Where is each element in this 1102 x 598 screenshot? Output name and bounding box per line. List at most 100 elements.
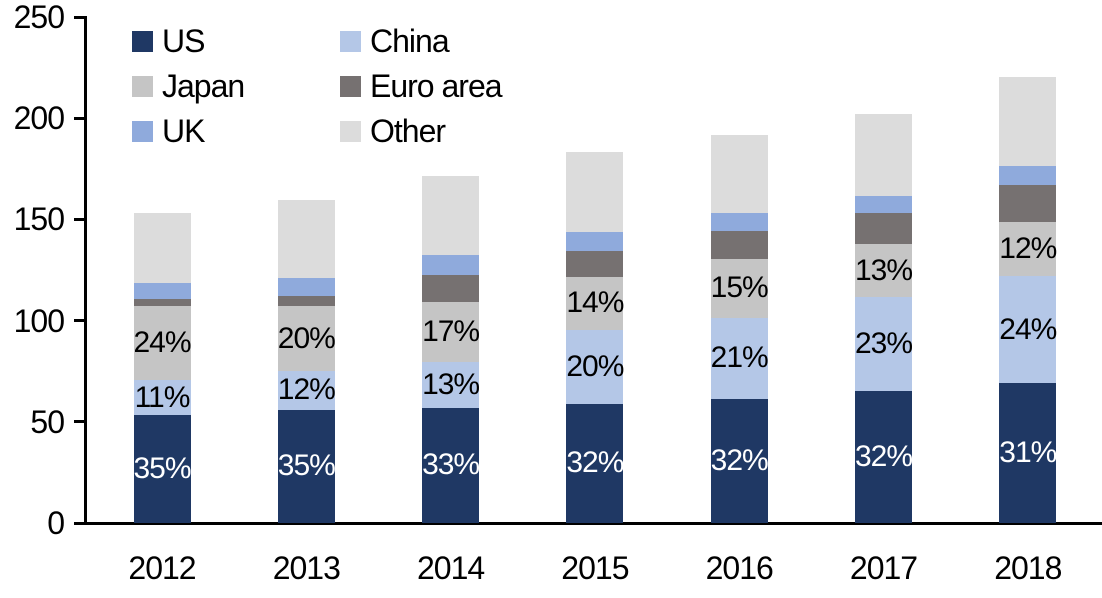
bar-segment-us-2018 xyxy=(999,383,1057,523)
bar-segment-euro-area-2015 xyxy=(566,250,624,278)
y-tick-mark xyxy=(74,217,84,221)
bar-segment-uk-2014 xyxy=(422,254,480,276)
segment-percent-label-us-2012: 35% xyxy=(133,451,191,485)
x-tick-label-2015: 2015 xyxy=(561,550,629,586)
legend-swatch-uk xyxy=(132,120,153,142)
segment-percent-label-china-2014: 13% xyxy=(422,367,480,401)
bar-segment-us-2016 xyxy=(710,398,768,523)
x-tick-label-2012: 2012 xyxy=(128,550,196,586)
bar-segment-us-2017 xyxy=(855,391,912,523)
x-tick-label-2016: 2016 xyxy=(705,550,774,586)
segment-percent-label-china-2012: 11% xyxy=(134,380,191,414)
bar-segment-uk-2018 xyxy=(999,165,1057,185)
bar-segment-japan-2015 xyxy=(566,277,624,330)
y-tick-label: 150 xyxy=(13,201,65,238)
bar-segment-other-2015 xyxy=(566,151,624,232)
segment-percent-label-japan-2012: 24% xyxy=(133,326,191,360)
bar-segment-japan-2012 xyxy=(133,306,191,381)
y-tick-label: 250 xyxy=(13,0,65,35)
legend-label-china: China xyxy=(370,23,450,59)
legend-label-japan: Japan xyxy=(162,68,245,104)
legend-swatch-china xyxy=(340,30,361,52)
bar-segment-us-2013 xyxy=(277,409,335,523)
bar-segment-china-2014 xyxy=(422,362,480,408)
legend-label-other: Other xyxy=(370,113,446,149)
x-tick-label-2013: 2013 xyxy=(272,550,341,586)
y-tick-mark xyxy=(74,521,84,525)
bar-segment-other-2017 xyxy=(855,114,912,197)
y-axis-line xyxy=(84,16,87,525)
bar-segment-china-2015 xyxy=(566,329,624,404)
segment-percent-label-us-2016: 32% xyxy=(710,443,769,477)
legend-item-china: China xyxy=(340,23,450,59)
bar-segment-uk-2012 xyxy=(133,283,191,300)
segment-percent-label-us-2017: 32% xyxy=(854,440,913,474)
legend-item-japan: Japan xyxy=(132,68,245,104)
bar-segment-euro-area-2017 xyxy=(855,213,912,244)
segment-percent-label-us-2014: 33% xyxy=(422,448,480,482)
bar-segment-uk-2013 xyxy=(277,278,335,297)
y-tick-mark xyxy=(74,15,84,19)
bar-segment-china-2016 xyxy=(710,317,768,399)
segment-percent-label-japan-2018: 12% xyxy=(999,232,1057,266)
y-tick-mark xyxy=(74,319,84,323)
bar-segment-other-2018 xyxy=(999,76,1057,166)
legend-swatch-other xyxy=(340,120,361,142)
legend-item-euro-area: Euro area xyxy=(340,68,503,104)
bar-segment-japan-2013 xyxy=(277,306,335,372)
x-tick-label-2017: 2017 xyxy=(849,550,918,586)
segment-percent-label-china-2015: 20% xyxy=(566,349,624,383)
legend-item-other: Other xyxy=(340,113,446,149)
segment-percent-label-china-2016: 21% xyxy=(710,341,769,375)
legend-swatch-us xyxy=(132,30,153,52)
bar-segment-euro-area-2018 xyxy=(999,184,1057,223)
bar-segment-china-2017 xyxy=(855,297,912,392)
segment-percent-label-china-2017: 23% xyxy=(854,327,913,361)
bar-segment-japan-2018 xyxy=(999,222,1057,277)
segment-percent-label-japan-2014: 17% xyxy=(422,315,480,349)
bar-segment-other-2014 xyxy=(422,175,480,255)
y-tick-mark xyxy=(74,116,84,120)
segment-percent-label-us-2018: 31% xyxy=(999,436,1057,470)
segment-percent-label-japan-2015: 14% xyxy=(566,286,624,320)
y-tick-label: 0 xyxy=(47,505,65,541)
bar-segment-other-2013 xyxy=(277,200,335,279)
legend-item-us: US xyxy=(132,23,205,59)
segment-percent-label-japan-2017: 13% xyxy=(854,253,913,287)
y-tick-label: 50 xyxy=(30,403,65,440)
y-tick-label: 100 xyxy=(13,302,65,339)
bar-segment-china-2018 xyxy=(999,276,1057,384)
bar-segment-euro-area-2016 xyxy=(710,230,768,259)
bar-segment-uk-2015 xyxy=(566,231,624,251)
segment-percent-label-china-2013: 12% xyxy=(277,373,336,407)
bar-segment-uk-2017 xyxy=(855,196,912,214)
bar-segment-us-2014 xyxy=(422,407,480,523)
legend-swatch-japan xyxy=(132,75,153,97)
legend-label-us: US xyxy=(162,23,205,59)
legend-item-uk: UK xyxy=(132,113,205,149)
segment-percent-label-japan-2016: 15% xyxy=(710,271,769,305)
bar-segment-china-2013 xyxy=(277,371,335,410)
bar-segment-euro-area-2012 xyxy=(133,299,191,307)
bar-segment-other-2016 xyxy=(710,135,768,214)
bar-segment-japan-2017 xyxy=(855,243,912,298)
bar-segment-china-2012 xyxy=(133,380,191,415)
y-tick-mark xyxy=(74,420,84,424)
bar-segment-japan-2014 xyxy=(422,302,480,363)
x-axis-line xyxy=(74,522,1102,525)
legend-label-uk: UK xyxy=(162,113,205,149)
legend-label-euro-area: Euro area xyxy=(370,68,503,104)
segment-percent-label-china-2018: 24% xyxy=(999,312,1057,346)
x-tick-label-2014: 2014 xyxy=(417,550,485,586)
bar-segment-other-2012 xyxy=(133,213,191,284)
bar-segment-euro-area-2013 xyxy=(277,296,335,307)
legend-swatch-euro-area xyxy=(340,75,361,97)
bar-segment-japan-2016 xyxy=(710,258,768,318)
bar-segment-us-2012 xyxy=(133,414,191,523)
bar-segment-euro-area-2014 xyxy=(422,275,480,303)
segment-percent-label-us-2013: 35% xyxy=(277,449,336,483)
bar-segment-us-2015 xyxy=(566,403,624,523)
segment-percent-label-us-2015: 32% xyxy=(566,446,624,480)
bar-segment-uk-2016 xyxy=(710,213,768,231)
